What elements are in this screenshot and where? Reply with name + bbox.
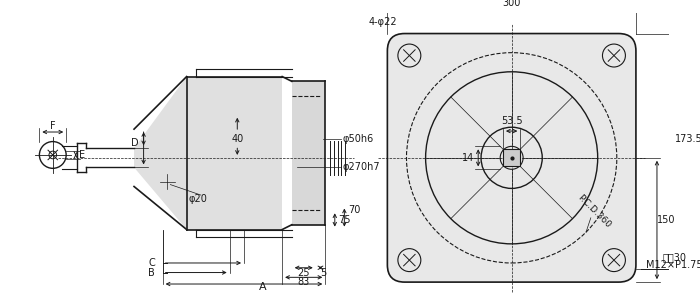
Text: M12×P1.75: M12×P1.75	[646, 260, 700, 270]
Text: 4-φ22: 4-φ22	[368, 17, 397, 27]
Text: 75: 75	[338, 215, 351, 225]
Polygon shape	[292, 81, 326, 225]
Text: F: F	[50, 121, 55, 131]
Text: 5: 5	[320, 268, 326, 278]
Text: D: D	[131, 139, 139, 148]
Text: B: B	[148, 267, 155, 278]
Text: 53.5: 53.5	[500, 117, 522, 126]
Text: 70: 70	[348, 205, 360, 215]
Text: E: E	[79, 150, 85, 160]
Polygon shape	[187, 76, 282, 230]
Polygon shape	[134, 76, 187, 230]
Text: φ20: φ20	[189, 194, 207, 204]
Text: 深さ30: 深さ30	[662, 252, 686, 262]
Text: C: C	[148, 258, 155, 268]
Text: 14: 14	[461, 153, 474, 163]
Text: φ50h6: φ50h6	[342, 134, 374, 144]
Bar	[503, 149, 520, 166]
Text: 40: 40	[231, 134, 244, 144]
Text: 173.5: 173.5	[675, 134, 700, 144]
Text: 150: 150	[657, 215, 676, 225]
Text: 25: 25	[298, 267, 310, 278]
Text: φ270h7: φ270h7	[342, 162, 380, 172]
Text: A: A	[259, 282, 267, 292]
Text: P.C.D.360: P.C.D.360	[575, 193, 612, 230]
Text: 83: 83	[298, 277, 310, 287]
Text: 300: 300	[503, 0, 521, 8]
FancyBboxPatch shape	[387, 34, 636, 282]
